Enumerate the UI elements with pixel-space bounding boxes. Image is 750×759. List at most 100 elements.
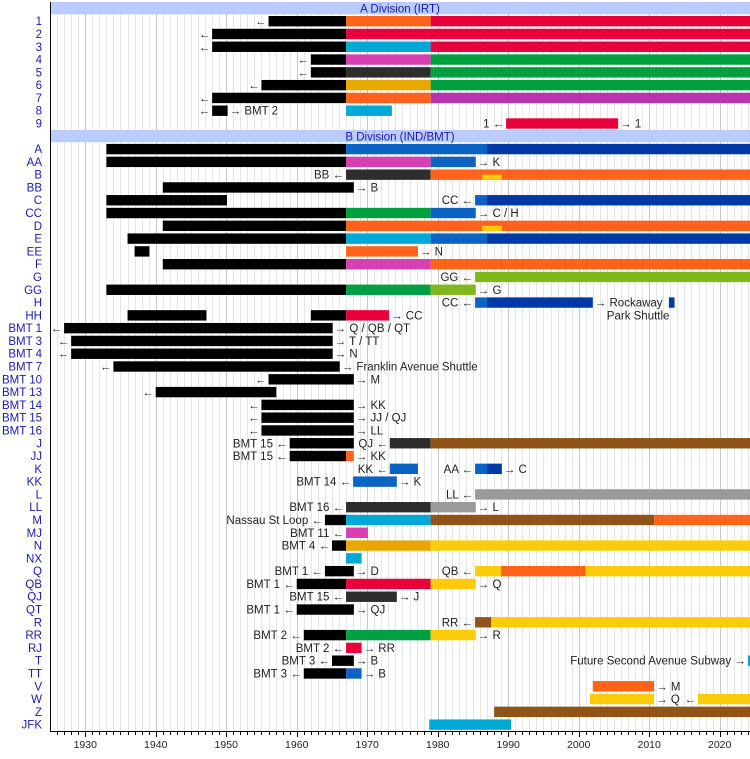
service-bar-purple [430,92,750,104]
successor-label: → B [364,668,387,680]
x-tick-label: 1930 [74,739,98,751]
service-bar-blue [353,476,397,487]
service-bar-blue [346,143,488,155]
service-bar-black [155,386,277,398]
service-bar-lime [475,271,750,283]
predecessor-label: BB ← [314,170,344,182]
row-label: 4 [36,55,43,67]
predecessor-label: RR ← [442,617,473,629]
service-bar-red [346,578,431,590]
row-label: BB [27,182,43,194]
predecessor-label: BMT 15 ← [233,451,288,463]
service-bar-cyan [346,553,362,564]
service-bar-yellow [491,617,750,628]
division-header [50,2,750,15]
successor-label: → J [399,592,419,604]
row-label: 5 [36,67,42,79]
predecessor-label: QJ ← [358,438,387,450]
row-label: 3 [36,42,42,54]
x-tick-label: 1960 [285,739,309,751]
row-label: QJ [27,592,42,604]
service-bar-yellow [697,693,750,705]
service-bar-black [162,182,354,193]
row-label: KK [27,477,43,489]
row-label: 7 [36,93,42,105]
predecessor-label: ← [248,400,260,412]
service-bar-amber [346,79,431,91]
successor-label: → B [356,182,379,194]
row-label: 8 [36,106,42,118]
service-bar-black [106,284,347,295]
row-label: RJ [28,643,42,655]
x-tick-label: 1970 [356,739,380,751]
x-tick-label: 2020 [708,739,732,751]
predecessor-label: BMT 2 ← [253,630,301,642]
row-label: GG [24,285,42,297]
service-bar-red [430,15,750,27]
service-bar-black [296,604,354,615]
service-bar-black [261,79,347,91]
service-bar-black [303,629,347,641]
row-label: JJ [31,451,43,463]
service-mark-yellow [482,174,502,180]
service-bar-blue [430,207,476,219]
predecessor-label: KK ← [358,464,388,476]
service-bar-yellow [589,693,655,705]
service-bar-black [127,310,207,321]
row-label: M [32,515,42,527]
row-label: E [34,234,42,246]
row-label: QB [25,579,42,591]
predecessor-label: BMT 15 ← [233,438,288,450]
service-bar-orange [346,246,418,257]
service-bar-black [212,105,228,116]
service-bar-magenta [346,54,431,65]
predecessor-label: Future Second Avenue Subway → [570,656,746,668]
predecessor-label: BMT 1 ← [246,579,294,591]
row-label: F [35,259,42,271]
predecessor-label: BMT 16 ← [289,502,344,514]
row-label: L [36,489,43,501]
row-label: BMT 7 [8,362,42,374]
successor-label: → LL [356,425,384,437]
service-bar-yellow [585,565,750,577]
service-bar-black [127,233,347,244]
row-label: LL [29,502,42,514]
service-bar-green [346,207,431,219]
service-bar-yellow [475,565,502,577]
service-bar-dark [346,169,431,180]
predecessor-label: CC ← [442,195,473,207]
successor-label: → JJ / QJ [356,413,406,425]
row-label: H [34,298,42,310]
service-bar-orange [654,514,750,526]
successor-label: → Franklin Avenue Shuttle [342,362,478,374]
service-bar-blue [430,233,488,244]
service-bar-black [212,41,347,52]
service-bar-black [162,259,347,270]
service-bar-navy [487,195,750,206]
service-bar-orange [346,220,750,232]
service-bar-cyan [346,41,431,52]
row-label: BMT 15 [2,413,42,425]
service-bar-black [212,92,347,104]
row-label: 9 [36,119,42,131]
successor-label: → C / H [478,208,519,220]
service-bar-black [261,399,354,411]
service-bar-black [261,425,354,436]
service-bar-red [346,28,750,40]
service-bar-cyan [747,655,750,666]
service-bar-orange [346,450,354,462]
service-bar-dark [346,591,397,602]
service-bar-green [430,79,750,91]
service-bar-black [310,310,347,321]
service-bar-navy [487,143,750,155]
successor-label: → M [656,681,680,693]
service-bar-lime [430,284,476,295]
service-bar-dark [346,67,431,78]
predecessor-label: BMT 14 ← [296,477,351,489]
predecessor-label: ← [142,387,154,399]
successor-label: → C [504,464,527,476]
row-label: D [34,221,42,233]
service-bar-blue [475,297,488,308]
service-bar-orange [346,15,431,27]
